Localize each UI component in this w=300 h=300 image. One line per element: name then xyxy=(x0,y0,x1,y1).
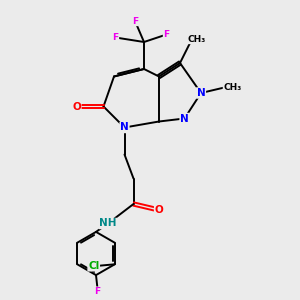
Text: O: O xyxy=(72,101,81,112)
Text: O: O xyxy=(154,205,164,215)
Text: CH₃: CH₃ xyxy=(224,82,242,91)
Text: NH: NH xyxy=(99,218,117,229)
Text: CH₃: CH₃ xyxy=(188,34,206,43)
Text: F: F xyxy=(94,287,100,296)
Text: F: F xyxy=(132,16,138,26)
Text: F: F xyxy=(112,33,118,42)
Text: Cl: Cl xyxy=(88,261,99,271)
Text: N: N xyxy=(196,88,206,98)
Text: F: F xyxy=(164,30,169,39)
Text: N: N xyxy=(180,113,189,124)
Text: N: N xyxy=(120,122,129,133)
